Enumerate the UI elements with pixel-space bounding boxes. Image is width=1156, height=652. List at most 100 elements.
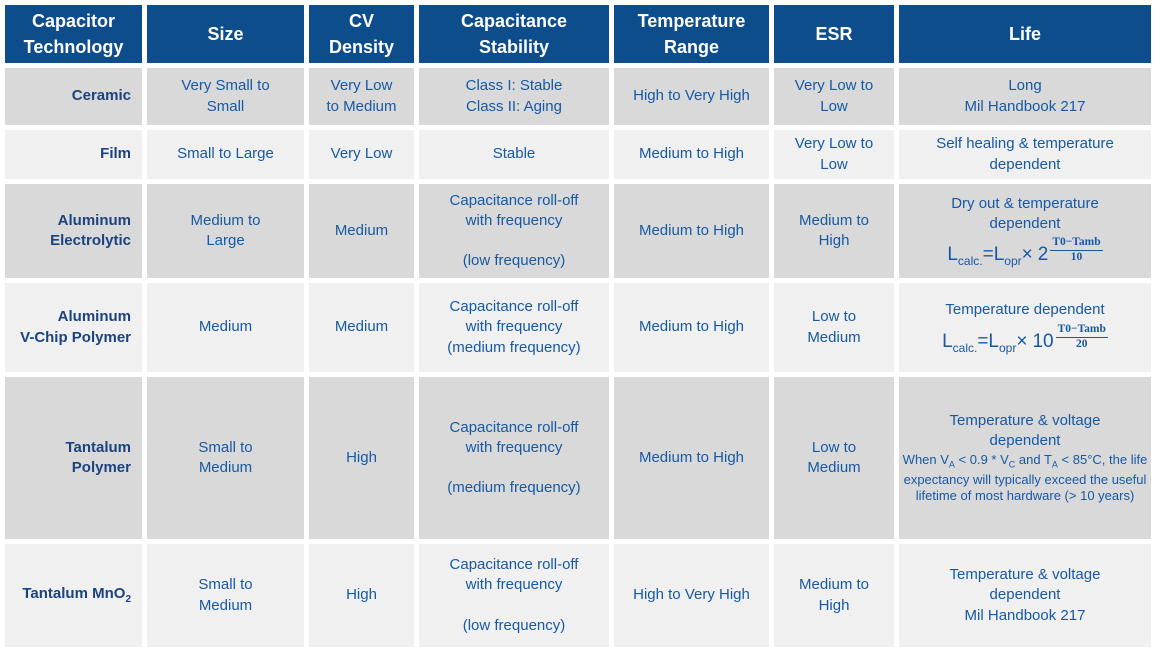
cell-value: Very Low to Medium <box>326 77 397 115</box>
cell-value: Medium <box>334 318 389 336</box>
cell-aluminum-electrolytic-cv-density: Medium <box>309 184 414 278</box>
cell-value: Low to Medium <box>807 438 861 476</box>
cell-film-esr: Very Low to Low <box>774 130 894 179</box>
cell-value: High <box>346 586 377 604</box>
multiply-sign: × <box>1021 244 1033 266</box>
formula-symbol: =L <box>977 330 999 352</box>
fraction-numerator: T0−Tamb <box>1050 236 1103 252</box>
cell-ceramic-life: Long Mil Handbook 217 <box>899 68 1151 125</box>
cell-ceramic-tech: Ceramic <box>5 68 142 125</box>
life-formula: Lcalc.=Lopr× 2 T0−Tamb 10 <box>899 236 1151 268</box>
cell-tantalum-mno2-stability: Capacitance roll-off with frequency (low… <box>419 544 609 647</box>
note-text: < 85°C, the life expectancy will typical… <box>903 452 1148 504</box>
cell-value: Stable <box>492 145 536 163</box>
header-size: Size <box>147 5 304 63</box>
cell-value: Self healing & temperature dependent <box>936 135 1114 173</box>
cell-aluminum-electrolytic-temp-range: Medium to High <box>614 184 769 278</box>
cell-tantalum-mno2-temp-range: High to Very High <box>614 544 769 647</box>
cell-aluminum-electrolytic-tech: Aluminum Electrolytic <box>5 184 142 278</box>
tech-label: Film <box>100 145 131 163</box>
cell-value: High to Very High <box>633 586 750 604</box>
cell-value: Small to Medium <box>198 576 253 614</box>
cell-value: Medium to High <box>798 211 870 249</box>
cell-tantalum-polymer-stability: Capacitance roll-off with frequency (med… <box>419 377 609 539</box>
cell-vchip-size: Medium <box>147 283 304 372</box>
cell-ceramic-stability: Class I: Stable Class II: Aging <box>419 68 609 125</box>
cell-film-cv-density: Very Low <box>309 130 414 179</box>
cell-value: Capacitance roll-off with frequency (med… <box>447 418 581 497</box>
cell-value: Low to Medium <box>807 308 861 346</box>
cell-film-stability: Stable <box>419 130 609 179</box>
tech-label: Tantalum Polymer <box>65 438 131 476</box>
cell-value: Capacitance roll-off with frequency (low… <box>449 556 579 634</box>
header-capacitor-technology: Capacitor Technology <box>5 5 142 63</box>
cell-value: Medium to High <box>638 145 745 163</box>
row-tantalum-polymer: Tantalum Polymer Small to Medium High Ca… <box>5 377 1151 539</box>
cell-aluminum-electrolytic-life: Dry out & temperature dependent Lcalc.=L… <box>899 184 1151 278</box>
cell-value: Capacitance roll-off with frequency (med… <box>447 298 581 356</box>
cell-value: Medium to Large <box>190 211 261 249</box>
tech-label: Aluminum V-Chip Polymer <box>20 308 131 346</box>
tech-label-text: Tantalum MnO <box>22 585 126 603</box>
cell-tantalum-mno2-cv-density: High <box>309 544 414 647</box>
fraction-numerator: T0−Tamb <box>1055 323 1108 338</box>
cell-aluminum-electrolytic-stability: Capacitance roll-off with frequency (low… <box>419 184 609 278</box>
cell-value: Medium to High <box>638 448 745 466</box>
cell-value: Medium <box>334 221 389 239</box>
formula-exponent-fraction: T0−Tamb 10 <box>1050 236 1103 264</box>
cell-aluminum-electrolytic-size: Medium to Large <box>147 184 304 278</box>
cell-tantalum-mno2-tech: Tantalum MnO2 <box>5 544 142 647</box>
formula-base: 10 <box>1032 330 1054 352</box>
tech-label: Aluminum Electrolytic <box>50 211 131 249</box>
cell-vchip-life: Temperature dependent Lcalc.=Lopr× 10 T0−T… <box>899 283 1151 372</box>
cell-film-life: Self healing & temperature dependent <box>899 130 1151 179</box>
formula-symbol: L <box>947 244 958 266</box>
formula-exponent-fraction: T0−Tamb 20 <box>1055 323 1108 351</box>
cell-value: Temperature & voltage dependent Mil Hand… <box>949 566 1101 624</box>
cell-value: Class I: Stable Class II: Aging <box>465 77 563 115</box>
multiply-sign: × <box>1016 330 1028 352</box>
fraction-denominator: 10 <box>1070 251 1083 264</box>
cell-vchip-temp-range: Medium to High <box>614 283 769 372</box>
life-text: Temperature & voltage dependent <box>949 411 1101 449</box>
formula-symbol: =L <box>982 244 1005 266</box>
cell-ceramic-esr: Very Low to Low <box>774 68 894 125</box>
cell-value: High to Very High <box>633 87 750 105</box>
note-text: When V <box>902 452 949 468</box>
cell-value: Small to Medium <box>198 438 253 476</box>
cell-value: Medium to High <box>638 221 745 239</box>
header-capacitance-stability: Capacitance Stability <box>419 5 609 63</box>
cell-value: Medium to High <box>638 318 745 336</box>
cell-vchip-tech: Aluminum V-Chip Polymer <box>5 283 142 372</box>
cell-value: Capacitance roll-off with frequency (low… <box>449 191 579 270</box>
note-subscript: C <box>1008 459 1016 470</box>
header-temperature-range: Temperature Range <box>614 5 769 63</box>
cell-tantalum-polymer-life: Temperature & voltage dependent When VA … <box>899 377 1151 539</box>
cell-film-temp-range: Medium to High <box>614 130 769 179</box>
cell-film-tech: Film <box>5 130 142 179</box>
row-aluminum-electrolytic: Aluminum Electrolytic Medium to Large Me… <box>5 184 1151 278</box>
cell-tantalum-mno2-life: Temperature & voltage dependent Mil Hand… <box>899 544 1151 647</box>
formula-subscript: calc. <box>957 254 983 269</box>
note-text: and T <box>1015 452 1052 468</box>
life-formula: Lcalc.=Lopr× 10 T0−Tamb 20 <box>899 323 1151 355</box>
note-text: < 0.9 * V <box>954 452 1009 468</box>
cell-value: Very Low to Low <box>794 77 874 115</box>
cell-vchip-cv-density: Medium <box>309 283 414 372</box>
cell-tantalum-polymer-esr: Low to Medium <box>774 377 894 539</box>
cell-aluminum-electrolytic-esr: Medium to High <box>774 184 894 278</box>
cell-tantalum-polymer-cv-density: High <box>309 377 414 539</box>
row-film: Film Small to Large Very Low Stable Medi… <box>5 130 1151 179</box>
row-tantalum-mno2: Tantalum MnO2 Small to Medium High Capac… <box>5 544 1151 647</box>
cell-vchip-stability: Capacitance roll-off with frequency (med… <box>419 283 609 372</box>
header-life: Life <box>899 5 1151 63</box>
header-row: Capacitor Technology Size CV Density Cap… <box>5 5 1151 63</box>
cell-value: High <box>346 448 377 466</box>
fraction-denominator: 20 <box>1076 337 1088 350</box>
cell-value: Medium to High <box>798 576 870 614</box>
cell-tantalum-polymer-temp-range: Medium to High <box>614 377 769 539</box>
row-aluminum-vchip-polymer: Aluminum V-Chip Polymer Medium Medium Ca… <box>5 283 1151 372</box>
tech-label: Tantalum MnO2 <box>22 585 131 605</box>
cell-value: Very Low to Low <box>794 135 874 173</box>
